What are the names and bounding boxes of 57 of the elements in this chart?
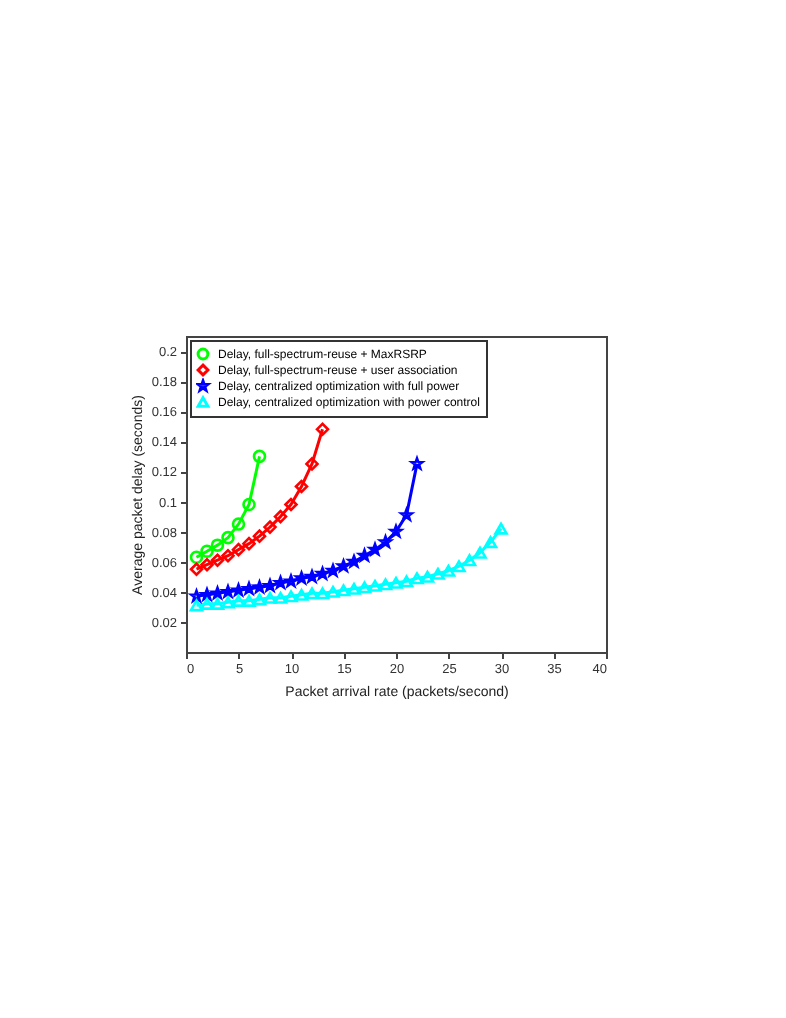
- point: [473, 546, 487, 559]
- point: [368, 542, 382, 556]
- point: [326, 563, 340, 577]
- point: [378, 578, 393, 591]
- point: [284, 497, 298, 512]
- point: [441, 564, 456, 577]
- point: [200, 557, 214, 572]
- point: [200, 544, 214, 558]
- point: [336, 584, 351, 597]
- point: [452, 560, 466, 573]
- point: [284, 574, 298, 588]
- point: [305, 569, 319, 583]
- point: [483, 536, 498, 549]
- point: [294, 479, 309, 494]
- point: [242, 594, 256, 607]
- point: [210, 538, 225, 552]
- point: [305, 587, 319, 600]
- point: [368, 579, 382, 592]
- point: [200, 597, 214, 610]
- point: [189, 562, 204, 577]
- point: [231, 594, 246, 607]
- point: [273, 509, 288, 524]
- point: [211, 586, 224, 600]
- point: [284, 590, 298, 603]
- point: [210, 597, 225, 610]
- point: [462, 554, 477, 567]
- point: [221, 596, 235, 609]
- point: [221, 530, 235, 545]
- point: [389, 524, 403, 538]
- point: [263, 591, 277, 604]
- point: [347, 582, 361, 595]
- point: [253, 580, 266, 594]
- point: [315, 422, 330, 437]
- point: [399, 575, 414, 588]
- point: [305, 457, 319, 471]
- point: [326, 585, 340, 598]
- point: [189, 599, 204, 612]
- point: [231, 542, 246, 557]
- point: [221, 548, 235, 563]
- point: [357, 581, 372, 594]
- point: [494, 522, 508, 535]
- point: [231, 517, 246, 531]
- point: [242, 497, 256, 512]
- point: [210, 553, 225, 567]
- point: [389, 576, 403, 589]
- point: [232, 583, 245, 597]
- point: [431, 567, 445, 580]
- point: [252, 529, 267, 543]
- point: [263, 520, 277, 534]
- point: [347, 554, 361, 568]
- point: [242, 536, 256, 551]
- point: [315, 587, 330, 600]
- point: [294, 588, 309, 601]
- point: [252, 593, 267, 606]
- point: [420, 570, 435, 583]
- point: [273, 591, 288, 604]
- point: [410, 572, 424, 585]
